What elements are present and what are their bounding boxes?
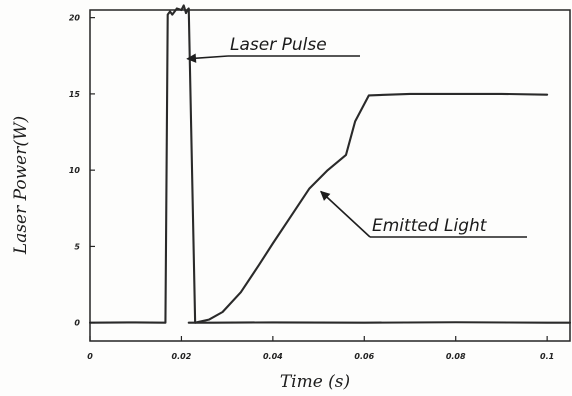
- annotation-emitted-light-label: Emitted Light: [372, 216, 488, 236]
- y-axis-label: Laser Power(W): [11, 116, 31, 255]
- annotation-laser-pulse-arrowhead: [186, 53, 197, 63]
- x-tick-label: 0.06: [354, 352, 374, 361]
- y-tick-label: 10: [69, 166, 81, 175]
- x-tick-label: 0.08: [446, 352, 466, 361]
- plot-layer: [88, 4, 572, 342]
- series-line-laser-pulse: [88, 4, 572, 324]
- label-layer: Laser Power(W) Time (s) Laser Pulse Emitt…: [11, 35, 527, 392]
- plot-frame: [89, 9, 571, 342]
- x-axis-label: Time (s): [280, 372, 350, 392]
- series-line-emitted-light: [187, 92, 549, 324]
- y-tick-label: 0: [74, 319, 80, 328]
- annotation-emitted-light-arrowhead: [320, 190, 331, 201]
- x-tick-label: 0.1: [540, 352, 554, 361]
- y-tick-label: 5: [74, 242, 80, 251]
- x-tick-label: 0: [87, 352, 93, 361]
- x-tick-label: 0.04: [263, 352, 283, 361]
- y-tick-label: 20: [69, 14, 81, 23]
- tick-layer: 0 0.02 0.04 0.06 0.08 0.1 0 5 10 15 20: [69, 14, 554, 361]
- annotation-emitted-light-leader: [320, 190, 371, 238]
- x-tick-label: 0.02: [172, 352, 192, 361]
- y-tick-label: 15: [69, 90, 81, 99]
- annotation-laser-pulse-label: Laser Pulse: [230, 35, 327, 55]
